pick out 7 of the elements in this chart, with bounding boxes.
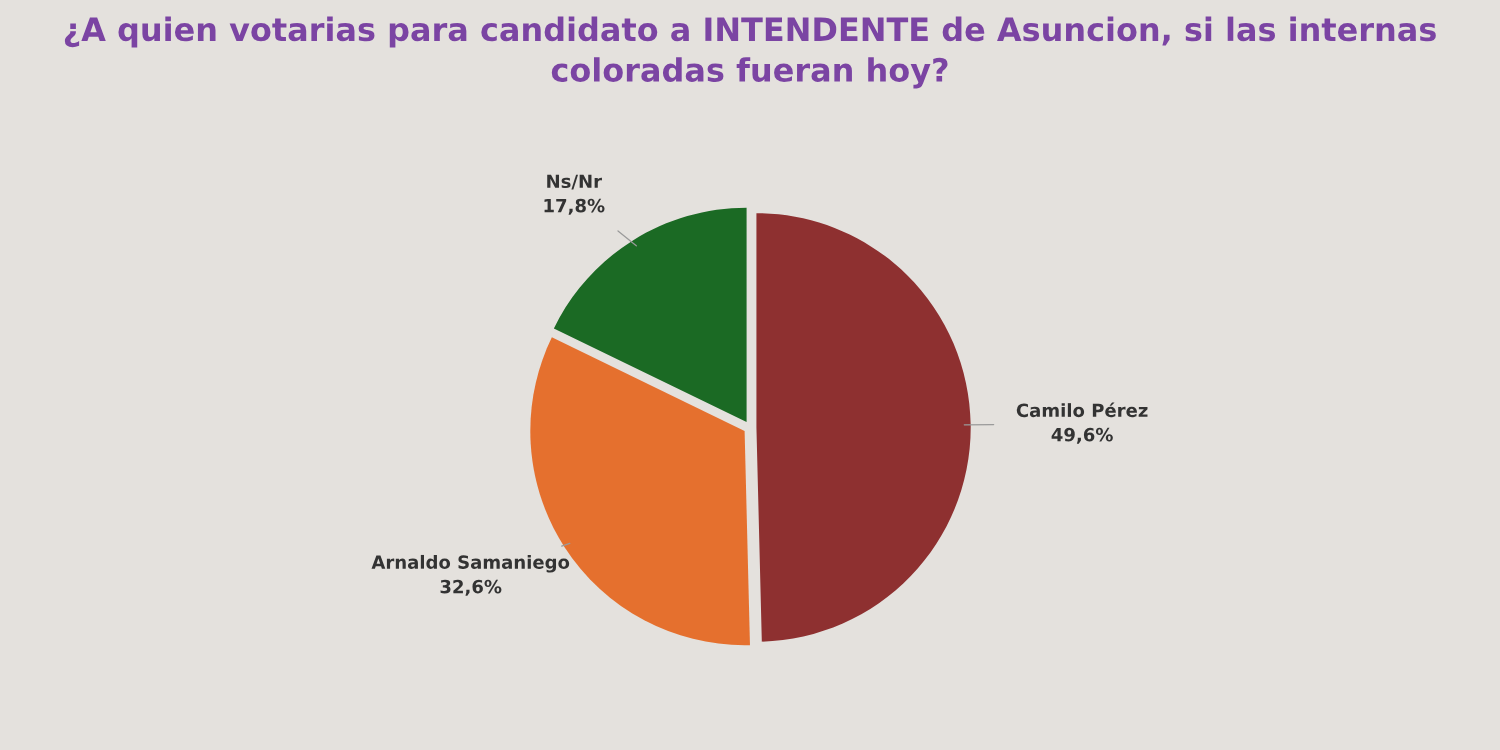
slice-label: Arnaldo Samaniego — [371, 554, 570, 573]
slice-label: Ns/Nr — [547, 174, 602, 190]
slice-label: Camilo Pérez — [1016, 402, 1148, 418]
chart-title: ¿A quien votarias para candidato a INTENDENTE de Asuncion, si las internas coloradas fueran hoy? — [64, 16, 1436, 89]
data-label: 17,8% — [544, 198, 605, 215]
data-label: 49,6% — [1051, 427, 1113, 444]
data-label: 32,6% — [440, 579, 502, 596]
